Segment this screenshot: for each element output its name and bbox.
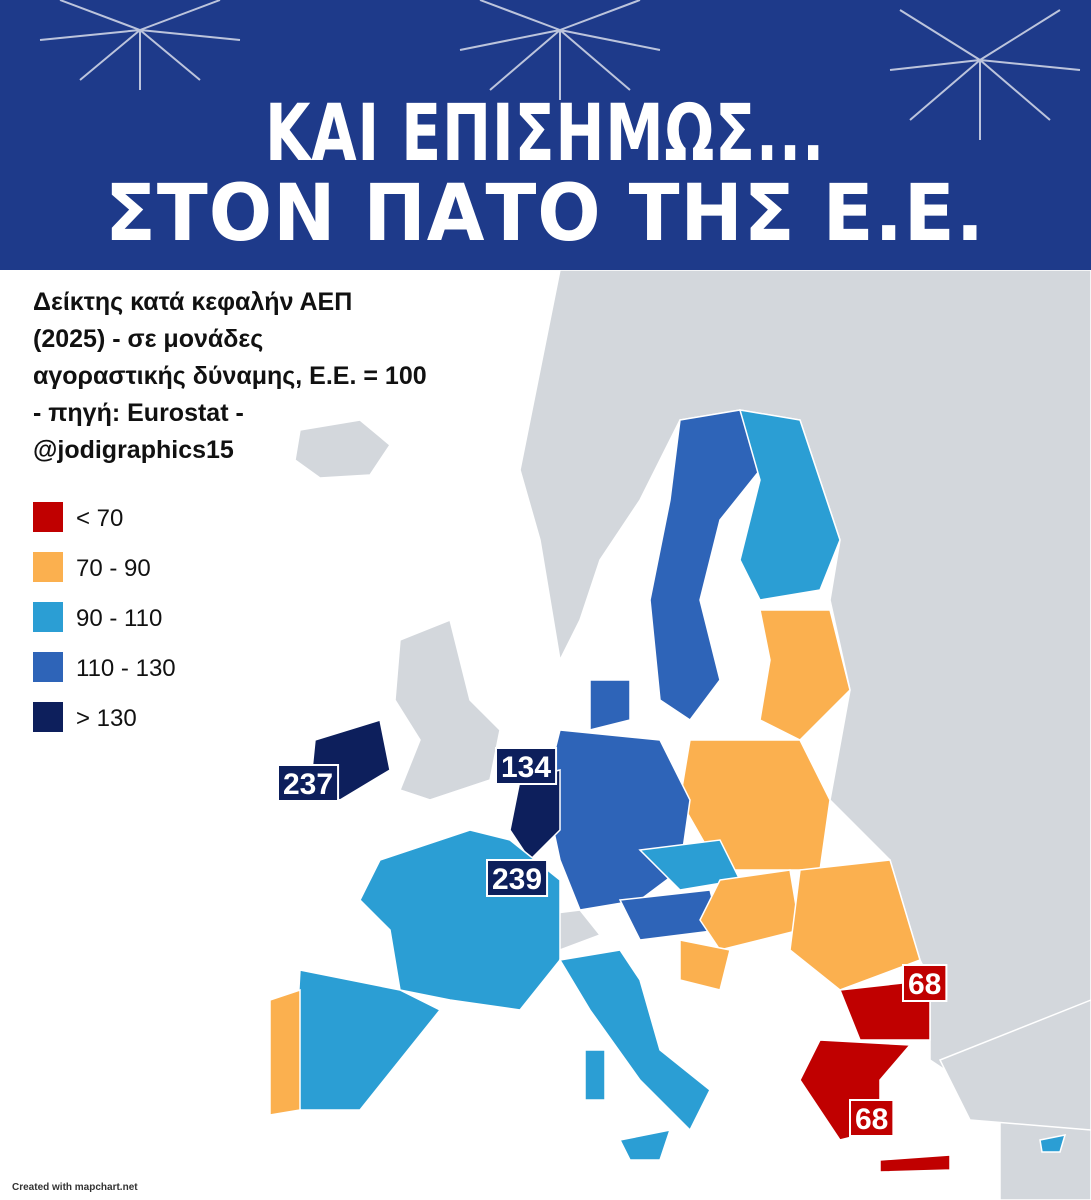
crete [879, 1154, 951, 1173]
map-label: 68 [908, 968, 941, 1001]
label-box [495, 747, 558, 785]
map-label: 239 [492, 863, 542, 896]
italy [558, 949, 711, 1132]
legend-label: 70 - 90 [76, 555, 151, 582]
legend-label: 90 - 110 [76, 605, 162, 632]
sardinia [584, 1049, 606, 1101]
subtitle-line: (2025) - σε μονάδες [33, 325, 263, 353]
label-box [486, 859, 549, 897]
legend-swatch [33, 702, 63, 732]
legend-swatch [33, 502, 63, 532]
subtitle-line: @jodigraphics15 [33, 436, 234, 464]
denmark [589, 679, 631, 731]
germany [544, 729, 691, 911]
map-label: 134 [501, 751, 551, 784]
legend-swatch [33, 552, 63, 582]
title-line: ΣΤΟΝ ΠΑΤΟ ΤΗΣ Ε.Ε. [105, 169, 985, 259]
label-box [902, 964, 948, 1002]
portugal [269, 988, 301, 1116]
legend-label: > 130 [76, 705, 137, 732]
sicily [618, 1129, 672, 1161]
croatia [679, 939, 731, 991]
title-line: ΚΑΙ ΕΠΙΣΗΜΩΣ... [265, 89, 825, 179]
cyprus [1039, 1134, 1067, 1153]
legend-swatch [33, 652, 63, 682]
subtitle-line: αγοραστικής δύναμης, Ε.Ε. = 100 [33, 362, 427, 390]
fireworks [39, 0, 1081, 140]
label-box [849, 1099, 895, 1137]
legend-label: 110 - 130 [76, 655, 176, 682]
footer: Created with mapchart.net [12, 1182, 138, 1193]
legend-label: < 70 [76, 505, 123, 532]
map-label: 68 [855, 1103, 888, 1136]
france [359, 829, 561, 1011]
hungary-slovakia [699, 869, 801, 951]
legend-swatch [33, 602, 63, 632]
subtitle-line: Δείκτης κατά κεφαλήν ΑΕΠ [33, 288, 352, 316]
subtitle-line: - πηγή: Eurostat - [33, 399, 244, 427]
header-band [0, 0, 1091, 270]
countries [269, 409, 1067, 1173]
romania [789, 859, 921, 991]
label-box [277, 764, 340, 802]
background-land [294, 269, 1091, 1200]
map-label: 237 [283, 768, 333, 801]
finland [738, 409, 841, 601]
